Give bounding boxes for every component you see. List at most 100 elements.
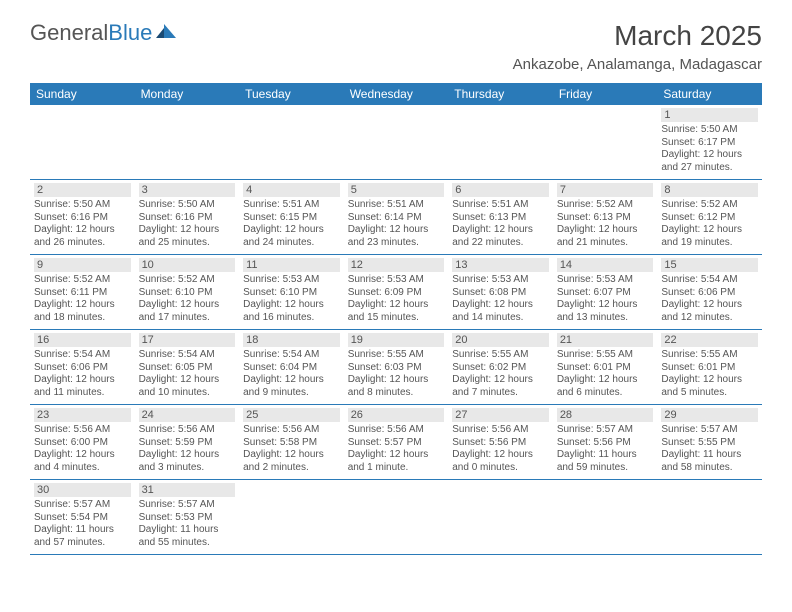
calendar-cell: 28Sunrise: 5:57 AMSunset: 5:56 PMDayligh… (553, 405, 658, 480)
calendar-table: SundayMondayTuesdayWednesdayThursdayFrid… (30, 83, 762, 555)
day-detail: Sunrise: 5:53 AMSunset: 6:07 PMDaylight:… (557, 274, 654, 324)
calendar-cell: 10Sunrise: 5:52 AMSunset: 6:10 PMDayligh… (135, 255, 240, 330)
day-number: 17 (139, 333, 236, 347)
day-detail: Sunrise: 5:57 AMSunset: 5:53 PMDaylight:… (139, 499, 236, 549)
day-detail: Sunrise: 5:53 AMSunset: 6:08 PMDaylight:… (452, 274, 549, 324)
calendar-cell: 16Sunrise: 5:54 AMSunset: 6:06 PMDayligh… (30, 330, 135, 405)
title-block: March 2025 Ankazobe, Analamanga, Madagas… (513, 20, 762, 73)
day-header: Friday (553, 83, 658, 105)
day-number: 1 (661, 108, 758, 122)
calendar-cell: 15 Sunrise: 5:54 AMSunset: 6:06 PMDayligh… (657, 255, 762, 330)
day-number: 11 (243, 258, 340, 272)
calendar-cell (30, 105, 135, 180)
day-header: Monday (135, 83, 240, 105)
day-number: 3 (139, 183, 236, 197)
day-number: 13 (452, 258, 549, 272)
day-detail: Sunrise: 5:50 AMSunset: 6:17 PMDaylight:… (661, 124, 758, 174)
day-detail: Sunrise: 5:52 AMSunset: 6:13 PMDaylight:… (557, 199, 654, 249)
calendar-cell: 29Sunrise: 5:57 AMSunset: 5:55 PMDayligh… (657, 405, 762, 480)
day-detail: Sunrise: 5:54 AMSunset: 6:06 PMDaylight:… (34, 349, 131, 399)
day-detail: Sunrise: 5:54 AMSunset: 6:05 PMDaylight:… (139, 349, 236, 399)
calendar-cell: 23Sunrise: 5:56 AMSunset: 6:00 PMDayligh… (30, 405, 135, 480)
calendar-cell: 9 Sunrise: 5:52 AMSunset: 6:11 PMDaylight… (30, 255, 135, 330)
day-detail: Sunrise: 5:51 AMSunset: 6:13 PMDaylight:… (452, 199, 549, 249)
logo-text: GeneralBlue (30, 20, 152, 46)
calendar-cell: 2Sunrise: 5:50 AMSunset: 6:16 PMDaylight… (30, 180, 135, 255)
calendar-week: 9 Sunrise: 5:52 AMSunset: 6:11 PMDaylight… (30, 255, 762, 330)
day-detail: Sunrise: 5:57 AMSunset: 5:54 PMDaylight:… (34, 499, 131, 549)
day-header: Sunday (30, 83, 135, 105)
day-detail: Sunrise: 5:56 AMSunset: 5:59 PMDaylight:… (139, 424, 236, 474)
calendar-cell: 30 Sunrise: 5:57 AMSunset: 5:54 PMDayligh… (30, 480, 135, 555)
day-detail: Sunrise: 5:55 AMSunset: 6:01 PMDaylight:… (661, 349, 758, 399)
location-text: Ankazobe, Analamanga, Madagascar (513, 56, 762, 73)
calendar-cell: 18Sunrise: 5:54 AMSunset: 6:04 PMDayligh… (239, 330, 344, 405)
calendar-cell (239, 105, 344, 180)
day-detail: Sunrise: 5:56 AMSunset: 5:56 PMDaylight:… (452, 424, 549, 474)
day-detail: Sunrise: 5:51 AMSunset: 6:14 PMDaylight:… (348, 199, 445, 249)
day-header: Tuesday (239, 83, 344, 105)
calendar-cell: 31 Sunrise: 5:57 AMSunset: 5:53 PMDayligh… (135, 480, 240, 555)
day-number: 25 (243, 408, 340, 422)
day-header-row: SundayMondayTuesdayWednesdayThursdayFrid… (30, 83, 762, 105)
day-detail: Sunrise: 5:57 AMSunset: 5:56 PMDaylight:… (557, 424, 654, 474)
day-detail: Sunrise: 5:56 AMSunset: 5:58 PMDaylight:… (243, 424, 340, 474)
day-number: 5 (348, 183, 445, 197)
calendar-cell (344, 480, 449, 555)
calendar-cell (448, 105, 553, 180)
day-detail: Sunrise: 5:50 AMSunset: 6:16 PMDaylight:… (34, 199, 131, 249)
day-header: Wednesday (344, 83, 449, 105)
day-number: 4 (243, 183, 340, 197)
calendar-cell: 26Sunrise: 5:56 AMSunset: 5:57 PMDayligh… (344, 405, 449, 480)
day-detail: Sunrise: 5:54 AMSunset: 6:04 PMDaylight:… (243, 349, 340, 399)
calendar-cell: 8Sunrise: 5:52 AMSunset: 6:12 PMDaylight… (657, 180, 762, 255)
day-header: Saturday (657, 83, 762, 105)
logo-word1: General (30, 20, 108, 45)
day-number: 23 (34, 408, 131, 422)
calendar-cell (553, 480, 658, 555)
day-header: Thursday (448, 83, 553, 105)
day-detail: Sunrise: 5:55 AMSunset: 6:02 PMDaylight:… (452, 349, 549, 399)
day-number: 21 (557, 333, 654, 347)
day-number: 19 (348, 333, 445, 347)
day-number: 8 (661, 183, 758, 197)
day-detail: Sunrise: 5:54 AMSunset: 6:06 PMDaylight:… (661, 274, 758, 324)
month-title: March 2025 (513, 20, 762, 52)
calendar-week: 1 Sunrise: 5:50 AMSunset: 6:17 PMDaylight… (30, 105, 762, 180)
day-number: 7 (557, 183, 654, 197)
day-detail: Sunrise: 5:51 AMSunset: 6:15 PMDaylight:… (243, 199, 340, 249)
calendar-cell: 1 Sunrise: 5:50 AMSunset: 6:17 PMDaylight… (657, 105, 762, 180)
day-number: 6 (452, 183, 549, 197)
calendar-cell: 20Sunrise: 5:55 AMSunset: 6:02 PMDayligh… (448, 330, 553, 405)
calendar-cell (239, 480, 344, 555)
calendar-cell: 6 Sunrise: 5:51 AMSunset: 6:13 PMDaylight… (448, 180, 553, 255)
day-detail: Sunrise: 5:52 AMSunset: 6:11 PMDaylight:… (34, 274, 131, 324)
day-detail: Sunrise: 5:55 AMSunset: 6:03 PMDaylight:… (348, 349, 445, 399)
calendar-cell (553, 105, 658, 180)
day-number: 31 (139, 483, 236, 497)
calendar-cell (344, 105, 449, 180)
day-detail: Sunrise: 5:53 AMSunset: 6:10 PMDaylight:… (243, 274, 340, 324)
day-number: 30 (34, 483, 131, 497)
calendar-cell: 5 Sunrise: 5:51 AMSunset: 6:14 PMDaylight… (344, 180, 449, 255)
calendar-cell: 24Sunrise: 5:56 AMSunset: 5:59 PMDayligh… (135, 405, 240, 480)
calendar-cell: 25 Sunrise: 5:56 AMSunset: 5:58 PMDayligh… (239, 405, 344, 480)
calendar-week: 16Sunrise: 5:54 AMSunset: 6:06 PMDayligh… (30, 330, 762, 405)
day-detail: Sunrise: 5:57 AMSunset: 5:55 PMDaylight:… (661, 424, 758, 474)
day-number: 9 (34, 258, 131, 272)
calendar-head: SundayMondayTuesdayWednesdayThursdayFrid… (30, 83, 762, 105)
calendar-cell: 22Sunrise: 5:55 AMSunset: 6:01 PMDayligh… (657, 330, 762, 405)
day-number: 10 (139, 258, 236, 272)
calendar-cell: 27Sunrise: 5:56 AMSunset: 5:56 PMDayligh… (448, 405, 553, 480)
day-number: 14 (557, 258, 654, 272)
calendar-cell (657, 480, 762, 555)
calendar-cell: 14 Sunrise: 5:53 AMSunset: 6:07 PMDayligh… (553, 255, 658, 330)
calendar-cell: 21Sunrise: 5:55 AMSunset: 6:01 PMDayligh… (553, 330, 658, 405)
logo-word2: Blue (108, 20, 152, 45)
day-detail: Sunrise: 5:56 AMSunset: 5:57 PMDaylight:… (348, 424, 445, 474)
flag-icon (156, 24, 178, 42)
calendar-body: 1 Sunrise: 5:50 AMSunset: 6:17 PMDaylight… (30, 105, 762, 555)
day-number: 12 (348, 258, 445, 272)
day-number: 15 (661, 258, 758, 272)
calendar-cell: 3Sunrise: 5:50 AMSunset: 6:16 PMDaylight… (135, 180, 240, 255)
